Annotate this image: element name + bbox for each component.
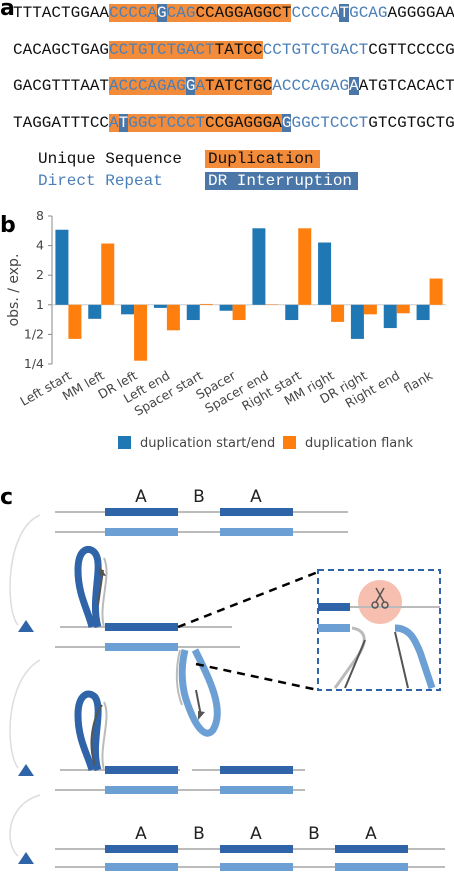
sequence-segment: CAG [166,4,196,22]
bar [101,243,115,305]
sequence-segment: A [109,113,119,132]
panel-label: b [0,213,16,238]
y-axis-label: obs. / exp. [6,254,22,327]
bar [88,304,102,319]
bar [153,304,167,308]
sequence-line: GACGTTTAATACCCAGAGGATATCTGCACCCAGAGAATGT… [13,77,454,95]
y-tick-label: 1 [36,297,44,312]
sequence-segment: T [339,4,350,22]
sequence-segment: A [195,77,206,95]
sequence-segment: TTTACTGGAA [13,4,110,22]
sequence-segment: CCCCA [109,4,158,22]
sequence-segment: G [185,77,196,95]
segment-label: B [308,824,320,844]
bar [318,242,332,305]
segment-label: A [250,824,262,844]
sequence-segment: CCTGTCTGACT [109,40,215,59]
sequence-segment: T [118,113,129,132]
legend-item: Duplication [205,150,320,168]
y-tick-label: 1/4 [24,356,44,371]
panel-a: a TTTACTGGAACCCCAGCAGCCAGGAGGCTCCCCATGCA… [0,0,454,195]
x-tick-label: flank [401,367,436,396]
segment-label: A [135,824,147,844]
sequence-segment: ACCCAGAG [109,77,186,95]
bar [186,304,200,321]
sequence-segment: CCAGGAGGCT [195,4,292,22]
sequence-segment: TATCC [214,40,263,59]
y-tick-label: 4 [36,238,44,253]
sequence-segment: G [281,113,292,132]
sequence-segment: AGGGGAA [387,4,454,22]
y-tick-label: 2 [36,267,44,282]
sequence-segment: CCTGTCTGACT [262,40,369,59]
segment-label: B [193,824,205,844]
legend-swatch [118,436,131,449]
legend-label: duplication start/end [140,436,275,451]
sequence-segment: CACAGCTGAG [13,40,110,59]
legend-item: DR Interruption [205,172,359,190]
bar [298,228,312,305]
sequence-segment: A [349,77,359,95]
bar [429,278,443,305]
y-tick-label: 8 [36,208,44,223]
segment-label: A [365,824,377,844]
bar [285,304,299,321]
legend-swatch [283,436,296,449]
bar [199,303,213,305]
sequence-segment: GGCTCCCT [128,113,206,132]
sequence-segment: GACGTTTAAT [13,77,110,95]
sequence-segment: CCGAGGGA [205,113,282,132]
sequence-line: TTTACTGGAACCCCAGCAGCCAGGAGGCTCCCCATGCAGA… [13,4,454,22]
segment-label: B [193,487,205,507]
legend-item: Direct Repeat [38,172,163,190]
bar [383,304,397,329]
bar [331,304,345,322]
segment-label: A [250,487,262,507]
bar [232,304,246,321]
sequence-segment: ACCCAGAG [272,77,350,95]
sequence-segment: TATCTGC [205,77,273,95]
segment-label: A [135,487,147,507]
bar [350,304,364,339]
sequence-segment: GGCTCCCT [291,113,369,132]
bar [219,304,233,311]
sequence-segment: GCAG [349,4,388,22]
bar [55,229,69,305]
bar [134,304,148,361]
bar [363,304,377,315]
panel-label: a [0,0,15,21]
bar [252,228,266,305]
sequence-segment: CCCCA [291,4,340,22]
bar [396,304,410,314]
bar [166,304,180,331]
sequence-segment: G [157,4,167,22]
sequence-line: CACAGCTGAGCCTGTCTGACTTATCCCCTGTCTGACTCGT… [13,40,454,59]
bar [68,304,82,339]
panel-label: c [0,485,13,510]
sequence-segment: GTCGTGCTGG [368,113,454,132]
y-tick-label: 1/2 [24,326,44,341]
legend-label: duplication flank [305,436,414,451]
bar [416,304,430,321]
sequence-line: TAGGATTTCCATGGCTCCCTCCGAGGGAGGGCTCCCTGTC… [13,113,454,132]
panel-c-diagram: A B A A B A B A [9,487,445,871]
legend-item: Unique Sequence [38,150,183,168]
bar [121,304,135,315]
sequence-segment: TAGGATTTCC [13,113,110,132]
sequence-segment: ATGTCACACT [358,77,454,95]
